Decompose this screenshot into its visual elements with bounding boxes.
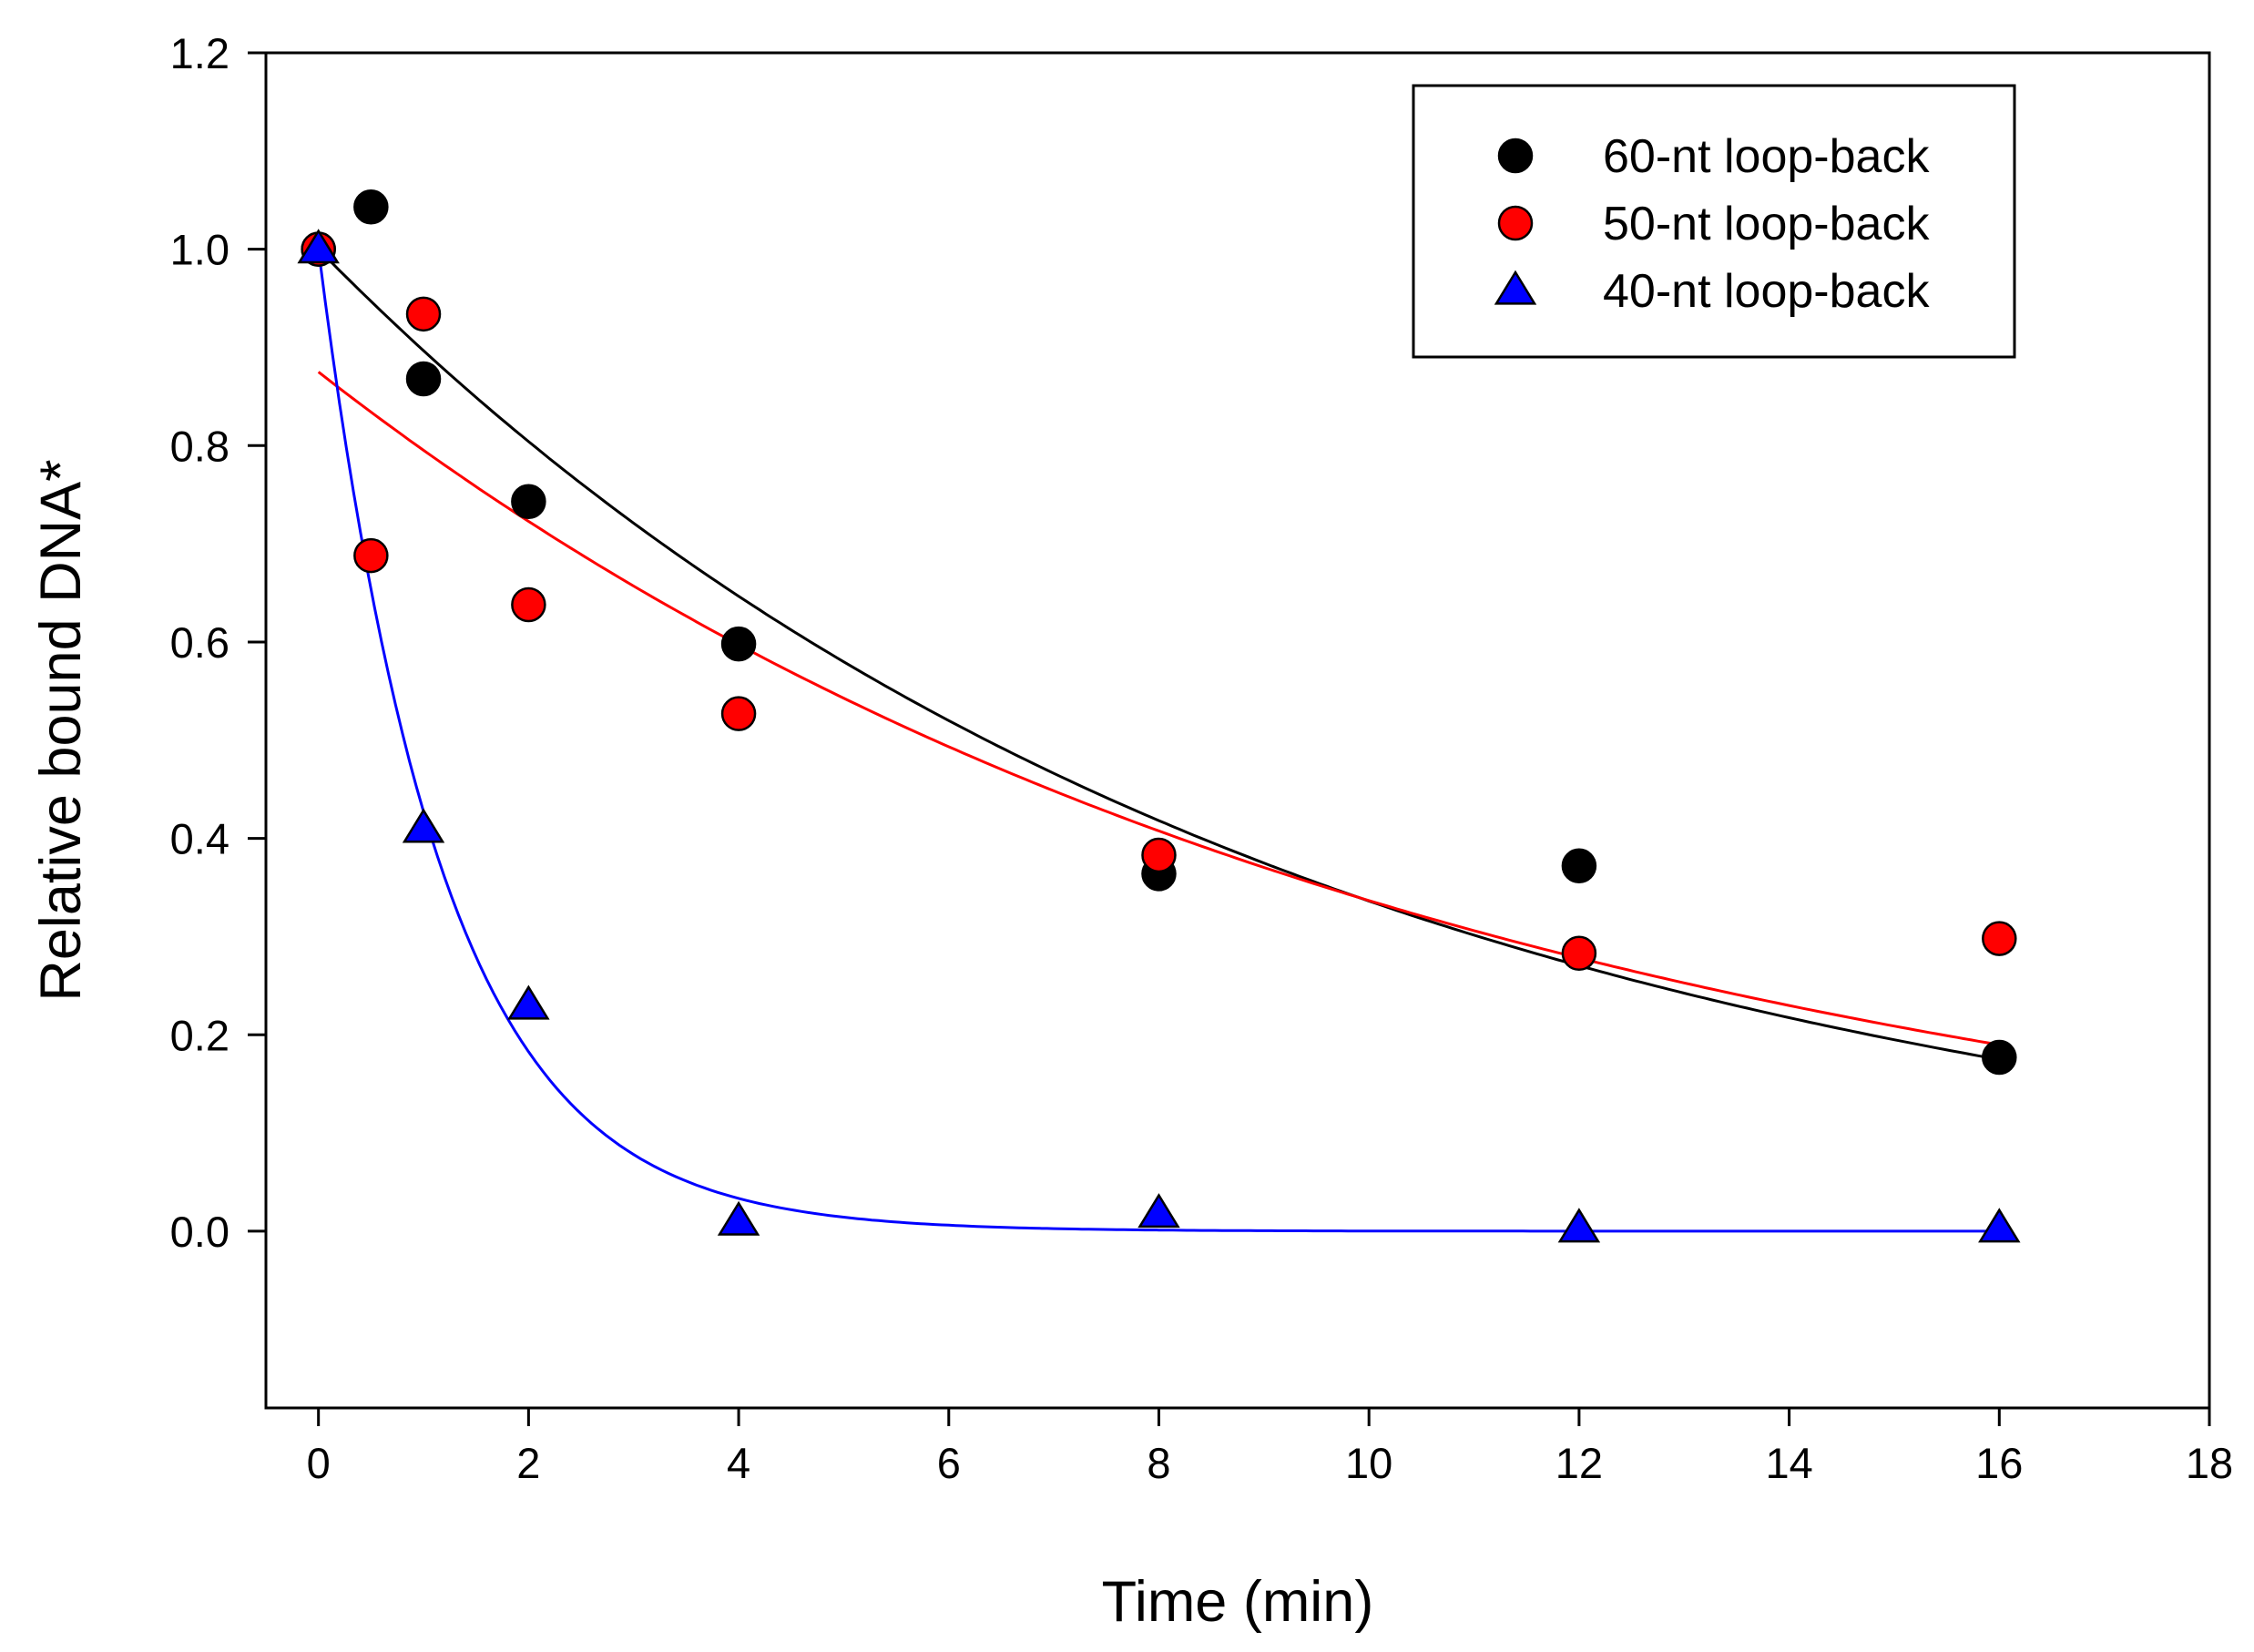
legend: 60-nt loop-back 50-nt loop-back 40-nt loop… — [1412, 84, 2016, 359]
point-40-nt-loop-back — [717, 1200, 760, 1236]
legend-label-50-nt-loop-back: 50-nt loop-back — [1603, 198, 1930, 250]
y-axis-title: Relative bound DNA* — [29, 459, 93, 1001]
x-tick-label: 8 — [1147, 1439, 1170, 1487]
point-50-nt-loop-back — [511, 586, 546, 623]
point-40-nt-loop-back — [1978, 1208, 2021, 1243]
x-tick-label: 6 — [937, 1439, 961, 1487]
legend-marker-50-nt-loop-back — [1497, 205, 1534, 241]
point-60-nt-loop-back — [405, 361, 442, 397]
point-60-nt-loop-back — [720, 626, 757, 662]
point-60-nt-loop-back — [1561, 848, 1597, 884]
y-tick-label: 0.6 — [170, 618, 229, 667]
fit-curves — [317, 248, 2000, 1233]
x-tick-label: 0 — [307, 1439, 331, 1487]
point-60-nt-loop-back — [511, 484, 546, 520]
point-40-nt-loop-back — [1137, 1193, 1180, 1229]
x-tick-label: 4 — [727, 1439, 750, 1487]
y-tick-label: 0.4 — [170, 815, 229, 863]
point-60-nt-loop-back — [1982, 1039, 2017, 1076]
legend-marker-40-nt-loop-back — [1494, 270, 1537, 305]
point-50-nt-loop-back — [1561, 935, 1597, 972]
y-tick-label: 0.8 — [170, 422, 229, 470]
legend-marker-60-nt-loop-back — [1497, 138, 1534, 174]
y-tick-label: 0.2 — [170, 1011, 229, 1059]
x-tick-label: 18 — [2186, 1439, 2233, 1487]
fit-curve-40-nt-loop-back — [317, 249, 2000, 1233]
point-50-nt-loop-back — [353, 537, 389, 574]
point-40-nt-loop-back — [507, 984, 550, 1020]
fit-curve-50-nt-loop-back — [317, 371, 2000, 1046]
x-tick-label: 10 — [1345, 1439, 1392, 1487]
point-50-nt-loop-back — [720, 696, 757, 731]
legend-label-40-nt-loop-back: 40-nt loop-back — [1603, 265, 1930, 318]
y-tick-label: 0.0 — [170, 1208, 229, 1256]
legend-label-60-nt-loop-back: 60-nt loop-back — [1603, 130, 1930, 183]
x-axis-title: Time (min) — [1102, 1570, 1374, 1634]
point-40-nt-loop-back — [297, 229, 340, 264]
point-60-nt-loop-back — [353, 189, 389, 225]
point-50-nt-loop-back — [405, 296, 442, 332]
x-tick-label: 2 — [516, 1439, 540, 1487]
y-tick-label: 1.0 — [170, 226, 229, 274]
data-points — [297, 189, 2021, 1243]
axis-ticks: 0 2 4 6 8 10 12 14 16 18 0.0 0.2 0.4 0.6 0.8 1.0 1.2 — [170, 29, 2233, 1487]
x-tick-label: 14 — [1765, 1439, 1812, 1487]
plot-area-frame — [264, 51, 2211, 1410]
fit-curve-60-nt-loop-back — [317, 248, 2000, 1061]
x-tick-label: 16 — [1975, 1439, 2023, 1487]
point-40-nt-loop-back — [1557, 1208, 1601, 1243]
x-tick-label: 12 — [1555, 1439, 1603, 1487]
y-tick-label: 1.2 — [170, 29, 229, 77]
point-50-nt-loop-back — [1982, 921, 2017, 956]
point-40-nt-loop-back — [402, 808, 445, 843]
point-50-nt-loop-back — [1141, 837, 1177, 873]
